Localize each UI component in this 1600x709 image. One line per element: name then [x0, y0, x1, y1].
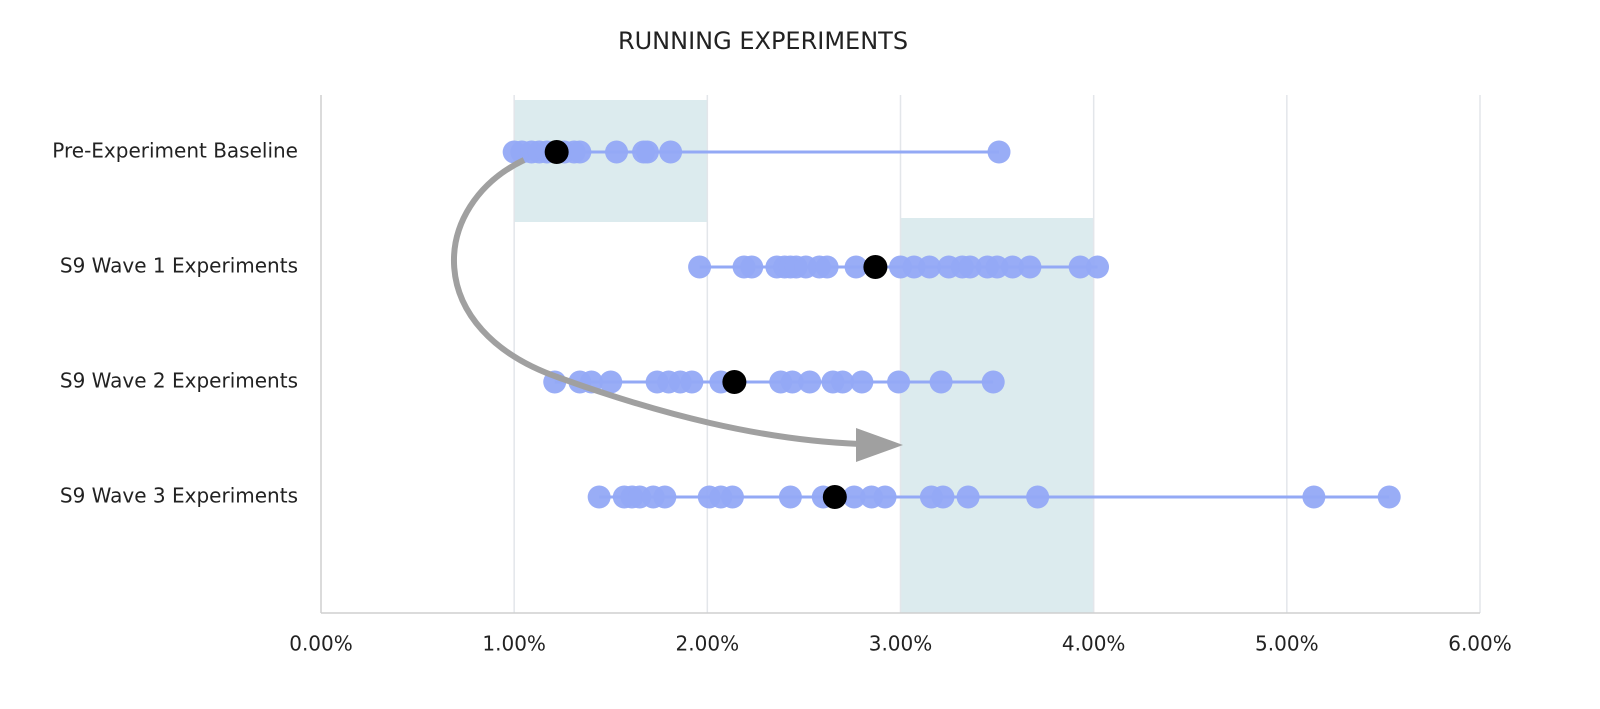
category-label: S9 Wave 3 Experiments [60, 484, 298, 508]
mean-dot [544, 140, 569, 164]
dot [887, 370, 911, 394]
dot [1026, 485, 1050, 509]
x-tick-label: 4.00% [1062, 632, 1126, 656]
category-label: S9 Wave 1 Experiments [60, 254, 298, 278]
dot [680, 370, 704, 394]
dot [1001, 255, 1025, 279]
chart-title: RUNNING EXPERIMENTS [618, 27, 908, 55]
arrow-annotation [451, 157, 903, 462]
dot [987, 140, 1011, 164]
x-tick-label: 0.00% [289, 632, 353, 656]
dot [778, 485, 802, 509]
dot [599, 370, 623, 394]
dot [956, 485, 980, 509]
dot [917, 255, 941, 279]
x-tick-label: 5.00% [1255, 632, 1319, 656]
dot [842, 485, 866, 509]
category-label: Pre-Experiment Baseline [52, 139, 298, 163]
dot [929, 370, 953, 394]
arrow-head [856, 428, 903, 462]
dot [605, 140, 629, 164]
dot [740, 255, 764, 279]
mean-dot [822, 485, 847, 509]
dot [873, 485, 897, 509]
dot [815, 255, 839, 279]
dot [720, 485, 744, 509]
dot [635, 140, 659, 164]
dot [844, 255, 868, 279]
dot [568, 140, 592, 164]
dot [653, 485, 677, 509]
dot [1086, 255, 1110, 279]
dot [931, 485, 955, 509]
dot [1302, 485, 1326, 509]
dot [798, 370, 822, 394]
plot: 0.00% 1.00% 2.00% 3.00% 4.00% 5.00% 6.00% Pre-E… [52, 95, 1512, 656]
arrow-shaft [451, 157, 861, 447]
dot [780, 370, 804, 394]
dot [958, 255, 982, 279]
dot [1377, 485, 1401, 509]
dot [587, 485, 611, 509]
mean-dot [722, 370, 747, 394]
dot [1018, 255, 1042, 279]
dot [1068, 255, 1092, 279]
dot [688, 255, 712, 279]
dot [831, 370, 855, 394]
x-tick-label: 3.00% [869, 632, 933, 656]
mean-dot [863, 255, 888, 279]
dot [850, 370, 874, 394]
x-tick-label: 2.00% [676, 632, 740, 656]
category-label: S9 Wave 2 Experiments [60, 369, 298, 393]
highlight-band [900, 218, 1094, 613]
x-tick-label: 1.00% [482, 632, 546, 656]
x-tick-label: 6.00% [1448, 632, 1512, 656]
dot [659, 140, 683, 164]
dot [981, 370, 1005, 394]
